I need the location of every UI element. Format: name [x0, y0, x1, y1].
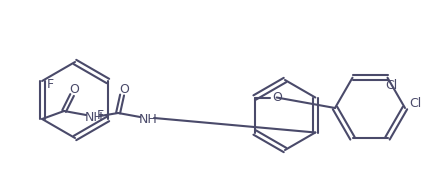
- Text: F: F: [97, 109, 103, 122]
- Text: O: O: [119, 83, 129, 95]
- Text: O: O: [69, 83, 79, 95]
- Text: O: O: [272, 91, 281, 104]
- Text: F: F: [46, 77, 54, 91]
- Text: NH: NH: [85, 111, 103, 123]
- Text: NH: NH: [139, 113, 157, 125]
- Text: Cl: Cl: [385, 79, 398, 92]
- Text: Cl: Cl: [409, 96, 421, 110]
